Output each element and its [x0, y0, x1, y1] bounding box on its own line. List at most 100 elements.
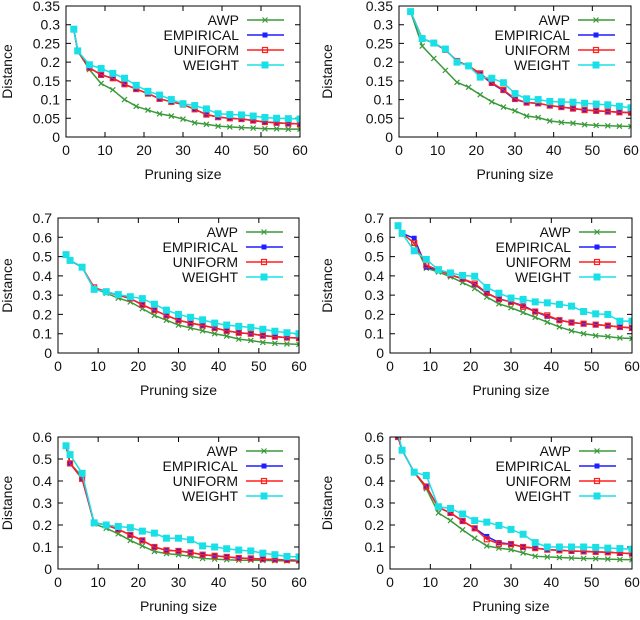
y-tick-label: 0.2	[374, 54, 394, 70]
data-point-awp	[604, 122, 611, 129]
y-tick-label: 0.1	[33, 326, 53, 342]
x-axis-label: Pruning size	[472, 382, 549, 398]
data-point-weight	[126, 524, 134, 532]
data-point-uniform	[507, 541, 515, 548]
y-axis-label: Distance	[0, 476, 15, 531]
data-point-weight	[179, 100, 187, 108]
data-point-weight	[447, 505, 454, 512]
y-tick-label: 0.6	[33, 229, 53, 245]
plot-frame	[57, 217, 300, 354]
data-point-weight	[471, 517, 479, 525]
data-point-uniform	[295, 334, 299, 342]
legend-label-uniform: UNIFORM	[505, 42, 570, 58]
data-point-weight	[187, 536, 195, 544]
data-point-weight	[604, 310, 612, 318]
data-point-awp	[250, 125, 257, 131]
x-tick-label: 40	[211, 358, 227, 374]
x-tick-label: 30	[175, 142, 191, 158]
legend-label-uniform: UNIFORM	[173, 254, 238, 270]
x-axis-label: Pruning size	[140, 382, 217, 398]
data-point-weight	[247, 323, 255, 331]
data-point-uniform	[544, 312, 551, 319]
data-point-weight	[66, 256, 74, 264]
x-tick-label: 60	[291, 574, 307, 590]
data-point-awp	[580, 555, 587, 562]
data-point-weight	[259, 325, 267, 333]
y-tick-label: 0.25	[366, 35, 393, 51]
series-weight	[62, 442, 299, 561]
data-point-awp	[98, 80, 105, 87]
y-tick-label: 0.3	[33, 287, 53, 303]
series-awp	[407, 8, 631, 130]
y-tick-label: 0.7	[33, 210, 53, 226]
data-point-uniform	[223, 553, 230, 561]
data-point-uniform	[296, 120, 300, 128]
data-point-weight	[555, 300, 563, 308]
data-point-weight	[66, 451, 74, 459]
subplot-6: 0 10 20 30 40 50 60 0 0.1 0.2 0.3 0.4 0.5 0.6 AWPEMPIR…	[319, 429, 640, 614]
legend-marker-weight	[592, 61, 600, 69]
legend-marker-awp	[262, 17, 268, 23]
data-point-weight	[394, 222, 402, 230]
data-point-uniform	[163, 547, 170, 554]
data-point-awp	[215, 123, 222, 130]
legend-label-weight: WEIGHT	[515, 488, 571, 504]
data-point-weight	[211, 319, 219, 327]
data-point-awp	[296, 341, 299, 348]
data-point-weight	[507, 294, 515, 302]
data-point-weight	[284, 115, 292, 123]
plot-frame	[389, 217, 633, 354]
data-point-uniform	[519, 303, 527, 310]
data-point-awp	[447, 517, 454, 524]
y-tick-label: 0.5	[365, 451, 385, 467]
data-point-weight	[568, 543, 575, 551]
data-point-weight	[295, 553, 299, 561]
legend-marker-empirical	[593, 32, 599, 38]
data-point-awp	[259, 339, 266, 346]
data-point-weight	[114, 523, 122, 531]
data-point-weight	[167, 96, 175, 104]
data-point-weight	[191, 102, 199, 110]
y-tick-label: 0	[385, 129, 393, 145]
data-point-awp	[109, 86, 116, 93]
series-line-uniform	[397, 437, 632, 555]
series-line-uniform	[397, 225, 632, 329]
series-weight	[394, 222, 632, 325]
legend-marker-weight	[260, 492, 268, 500]
y-tick-label: 0.5	[33, 249, 53, 265]
data-point-weight	[507, 525, 515, 533]
plot-frame	[65, 5, 301, 138]
data-point-awp	[520, 309, 527, 316]
legend-label-empirical: EMPIRICAL	[496, 239, 572, 255]
data-point-weight	[410, 247, 418, 255]
legend-label-weight: WEIGHT	[182, 269, 238, 285]
data-point-awp	[223, 333, 230, 339]
data-point-weight	[249, 112, 257, 120]
legend-label-weight: WEIGHT	[515, 269, 571, 285]
data-point-awp	[139, 542, 146, 549]
data-point-uniform	[151, 543, 158, 551]
x-tick-label: 30	[507, 142, 523, 158]
y-tick-label: 0.3	[365, 495, 385, 511]
data-point-weight	[495, 289, 503, 297]
data-point-awp	[285, 126, 292, 133]
data-point-uniform	[423, 483, 430, 490]
data-point-weight	[483, 283, 491, 291]
data-point-uniform	[459, 517, 466, 525]
data-point-uniform	[568, 319, 575, 326]
data-point-awp	[520, 550, 527, 556]
data-point-weight	[523, 95, 531, 103]
legend-marker-weight	[260, 273, 268, 281]
data-point-weight	[604, 544, 612, 552]
data-point-weight	[247, 547, 255, 555]
data-point-uniform	[628, 550, 632, 557]
legend-label-uniform: UNIFORM	[506, 473, 571, 489]
data-point-weight	[175, 310, 182, 318]
data-point-weight	[211, 543, 219, 551]
data-point-weight	[476, 73, 484, 81]
data-point-awp	[477, 91, 484, 98]
data-point-weight	[418, 35, 426, 43]
data-point-awp	[604, 556, 611, 563]
data-point-weight	[459, 510, 467, 518]
